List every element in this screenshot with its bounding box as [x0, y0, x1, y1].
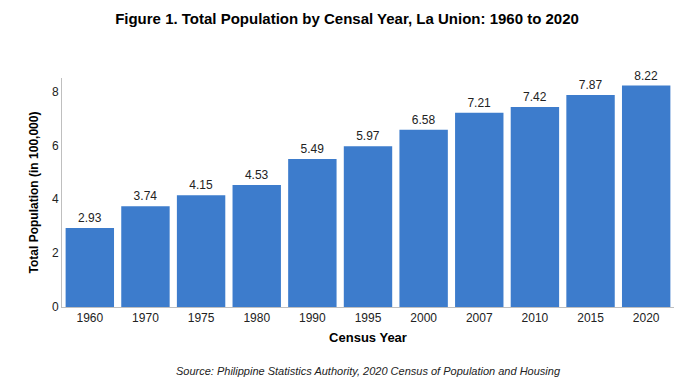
svg-text:2: 2	[52, 246, 59, 260]
svg-text:3.74: 3.74	[134, 189, 158, 203]
svg-text:5.49: 5.49	[301, 142, 325, 156]
svg-text:2020: 2020	[633, 311, 660, 325]
svg-text:0: 0	[52, 300, 59, 314]
svg-text:4.15: 4.15	[189, 178, 213, 192]
svg-text:8: 8	[52, 85, 59, 99]
svg-text:1960: 1960	[76, 311, 103, 325]
svg-text:2010: 2010	[522, 311, 549, 325]
svg-text:6.58: 6.58	[412, 113, 436, 127]
svg-text:Source: Philippine Statistics: Source: Philippine Statistics Authority,…	[176, 365, 561, 377]
svg-text:Figure 1. Total Population by: Figure 1. Total Population by Censal Yea…	[115, 10, 579, 27]
svg-text:7.21: 7.21	[467, 96, 491, 110]
svg-text:1980: 1980	[243, 311, 270, 325]
svg-text:Census Year: Census Year	[329, 330, 407, 345]
svg-text:7.87: 7.87	[579, 78, 603, 92]
svg-text:5.97: 5.97	[356, 129, 380, 143]
svg-text:7.42: 7.42	[523, 90, 547, 104]
svg-text:1990: 1990	[299, 311, 326, 325]
svg-text:2007: 2007	[466, 311, 493, 325]
svg-text:Total Population (in 100,000): Total Population (in 100,000)	[27, 112, 41, 274]
svg-text:1970: 1970	[132, 311, 159, 325]
svg-text:2.93: 2.93	[78, 211, 102, 225]
svg-text:8.22: 8.22	[634, 69, 658, 83]
svg-text:6: 6	[52, 139, 59, 153]
svg-text:4.53: 4.53	[245, 168, 269, 182]
svg-text:4: 4	[52, 192, 59, 206]
svg-text:2015: 2015	[577, 311, 604, 325]
svg-text:1975: 1975	[188, 311, 215, 325]
svg-text:2000: 2000	[410, 311, 437, 325]
svg-text:1995: 1995	[355, 311, 382, 325]
